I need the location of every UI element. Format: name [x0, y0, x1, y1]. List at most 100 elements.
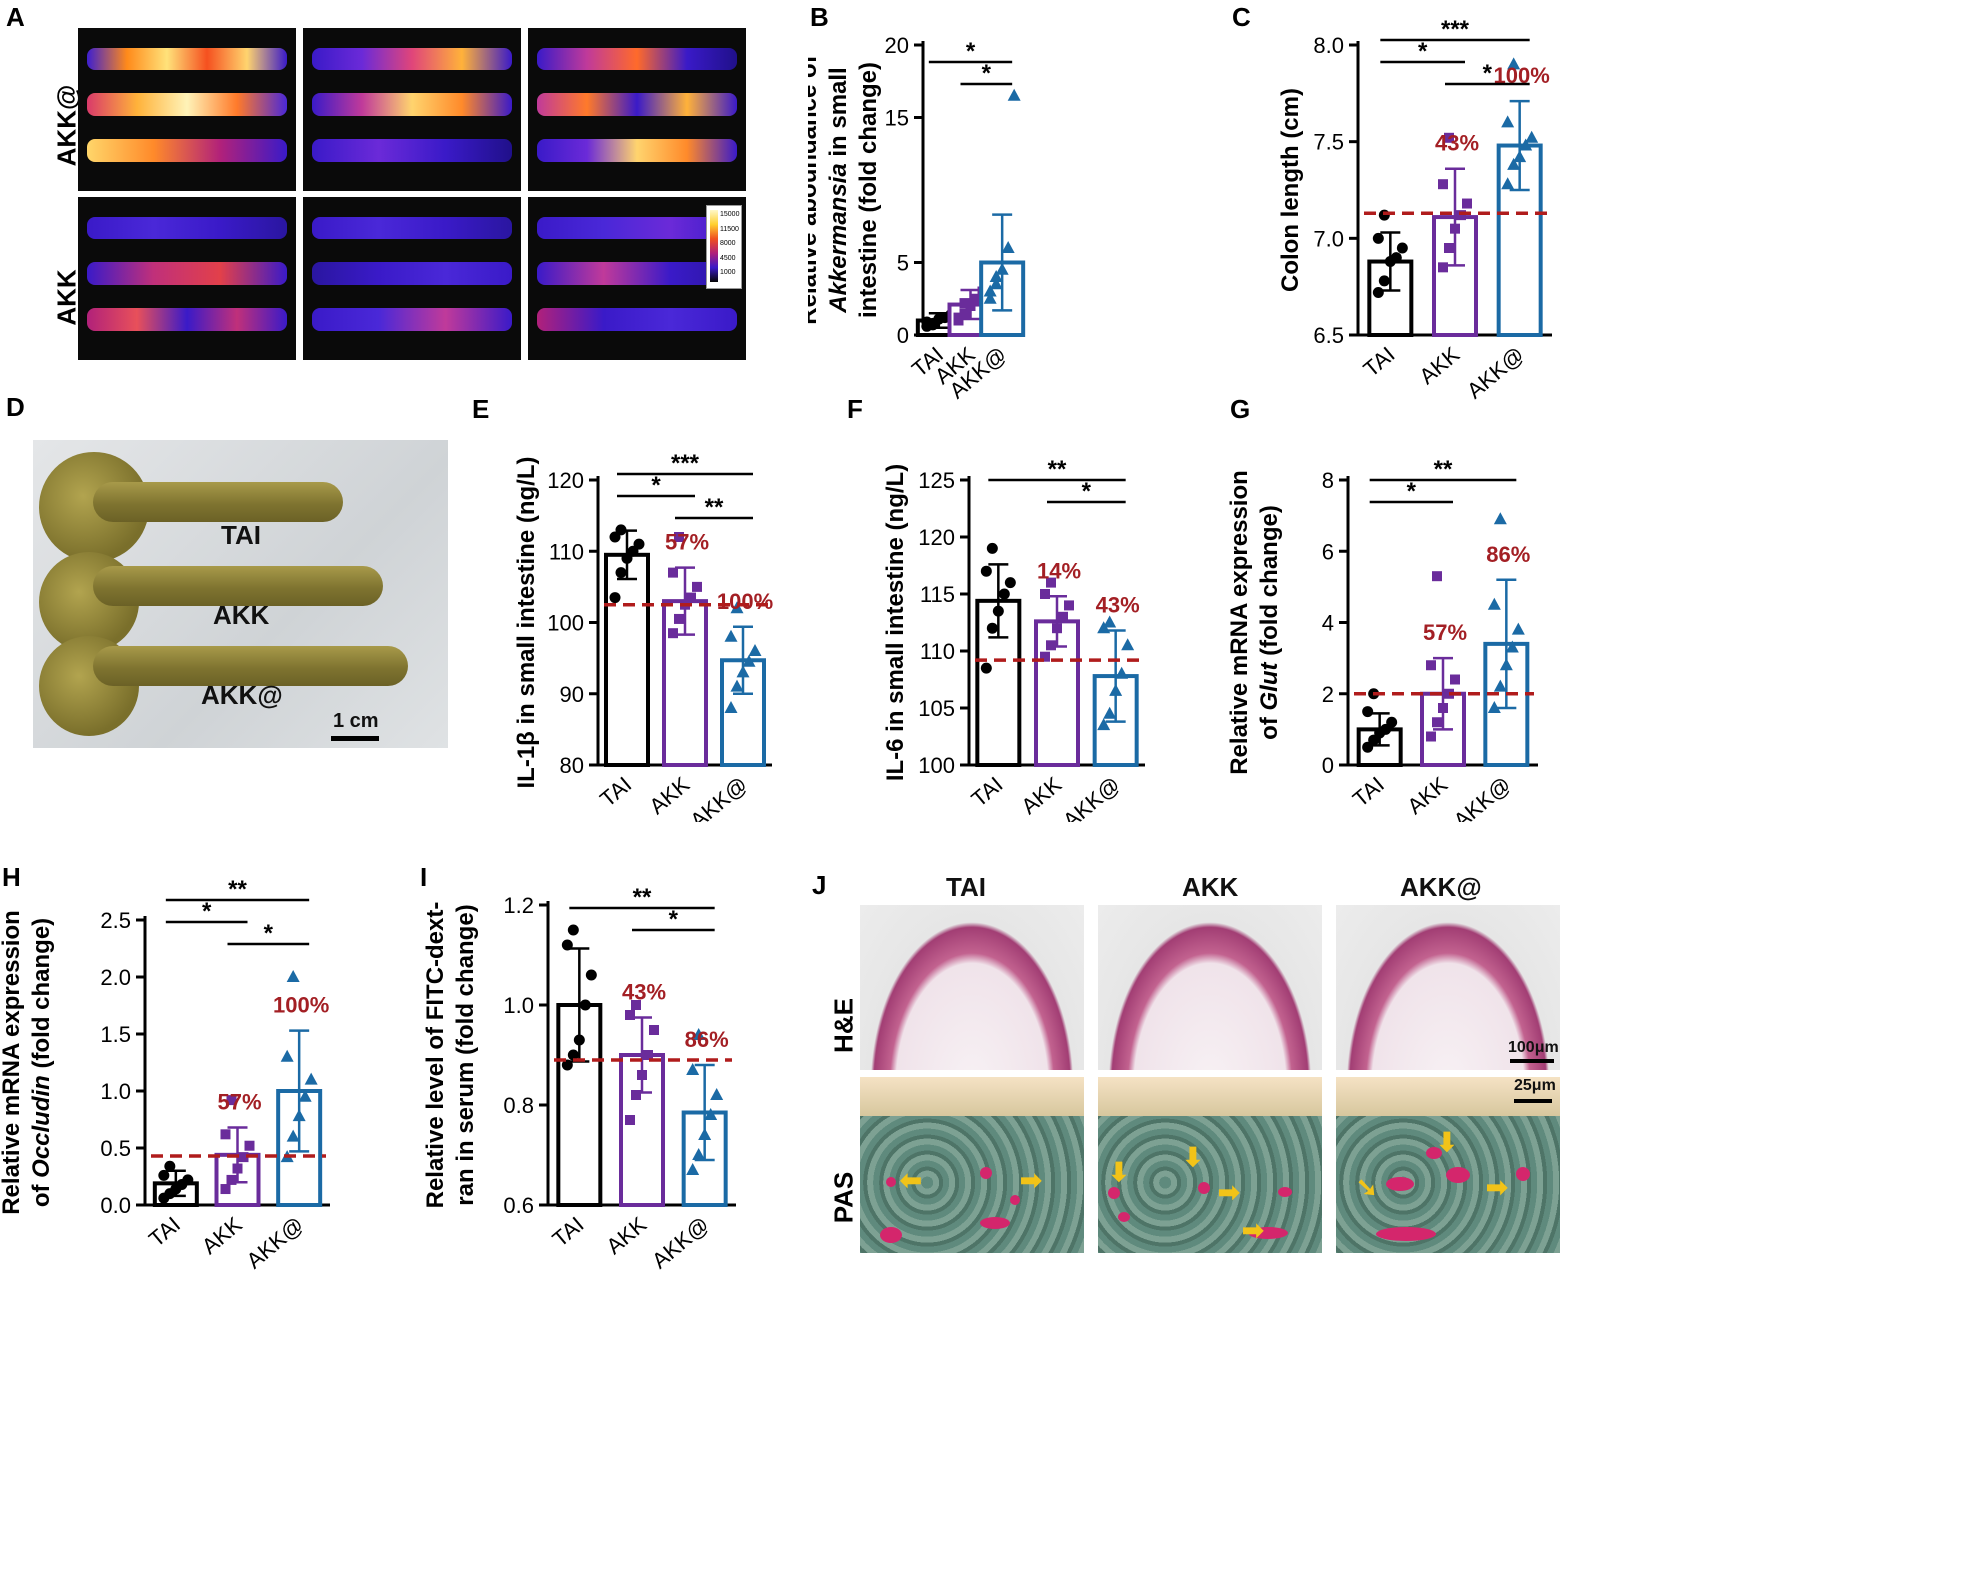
y-axis-label-segment: of [1256, 711, 1283, 740]
data-point [1001, 241, 1015, 253]
data-point [1103, 615, 1117, 628]
data-point [724, 629, 738, 642]
y-axis-label-segment: Colon length (cm) [1277, 88, 1304, 292]
percent-label: 86% [685, 1027, 729, 1052]
significance-label: * [1418, 38, 1428, 65]
y-axis-label-segment: Relative mRNA expression [1228, 470, 1253, 775]
chart-occludin-expression: H 0.0 0.5 1.0 1.5 2.0 2.5 Relative mRNA express… [0, 862, 330, 1273]
data-point [649, 1025, 659, 1035]
significance-label: * [651, 472, 661, 499]
colon-photo: TAI AKK AKK@ 1 cm [33, 440, 448, 748]
data-point [1040, 589, 1050, 599]
colorbar-tick: 11500 [720, 225, 739, 233]
data-point [232, 1163, 243, 1174]
data-point [1450, 223, 1460, 234]
bar [1092, 674, 1139, 767]
y-axis-label-segment: IL-6 in small intestine (ng/L) [882, 464, 909, 781]
data-point [983, 291, 997, 304]
y-tick-label: 0.0 [100, 1193, 131, 1218]
y-axis-label-segment: Occludin [28, 1075, 55, 1178]
he-image [860, 905, 1084, 1070]
data-point [953, 312, 964, 323]
data-point [615, 524, 627, 536]
y-tick-label: 0 [1322, 753, 1334, 778]
data-point [238, 1152, 249, 1163]
data-point [625, 1115, 635, 1125]
data-point [615, 567, 627, 579]
arrow-icon: ➡ [1486, 1172, 1508, 1202]
significance-label: * [982, 60, 992, 87]
significance-label: * [1407, 478, 1417, 505]
bar [604, 552, 650, 767]
data-point [226, 1095, 237, 1106]
data-point [686, 1063, 700, 1075]
histology-col-tai: TAI [946, 872, 986, 902]
arrow-icon: ⬇ [1182, 1142, 1204, 1172]
y-tick-label: 20 [885, 33, 909, 58]
y-axis-label-segment: IL-1β in small intestine (ng/L) [513, 456, 540, 788]
data-point [1438, 262, 1448, 273]
y-tick-label: 120 [547, 468, 584, 493]
data-point [965, 301, 976, 311]
y-tick-label: 120 [918, 525, 955, 550]
data-point [995, 262, 1009, 275]
data-point [1444, 243, 1454, 253]
data-point [980, 662, 992, 674]
data-point [1103, 706, 1117, 719]
data-point [959, 308, 970, 319]
data-point [304, 1072, 318, 1085]
y-axis-label: of Glut (fold change) [1256, 505, 1283, 740]
chart-glut-expression: G 0 2 4 6 8 Relative mRNA expression of Glut (f… [1228, 394, 1538, 822]
y-axis-label: Relative aboundance of [808, 54, 822, 324]
data-point [692, 1028, 706, 1040]
data-point [1507, 57, 1521, 70]
y-axis-label: of Occludin (fold change) [28, 918, 55, 1207]
data-point [1487, 597, 1501, 610]
y-tick-label: 2.5 [100, 908, 131, 933]
y-tick-label: 15 [885, 106, 909, 131]
fluorescence-image: 15000 11500 8000 4500 1000 [528, 197, 746, 360]
data-point [1097, 718, 1111, 731]
percent-label: 57% [217, 1089, 261, 1114]
y-tick-label: 100 [918, 753, 955, 778]
x-tick-label: TAI [1348, 772, 1389, 812]
y-axis-label-segment: Akkermansia [825, 163, 852, 313]
panel-letter: I [420, 862, 427, 892]
y-axis-label: Relative level of FITC-dext- [422, 902, 449, 1209]
y-tick-label: 1.5 [100, 1022, 131, 1047]
data-point [698, 1128, 712, 1140]
y-tick-label: 2 [1322, 682, 1334, 707]
data-point [959, 298, 970, 309]
data-point [1046, 577, 1056, 588]
y-axis-label-segment: Glut [1256, 662, 1283, 711]
he-scalebar-label: 100μm [1508, 1039, 1559, 1056]
y-axis-label-segment: (fold change) [28, 918, 55, 1075]
y-tick-label: 90 [560, 682, 584, 707]
x-tick-label: AKK [197, 1211, 247, 1259]
data-point [561, 1059, 573, 1071]
data-point [986, 622, 998, 634]
data-point [1511, 622, 1525, 635]
arrow-icon: ➡ [1242, 1215, 1264, 1245]
panel-d-letter: D [6, 392, 25, 422]
y-axis-label: intestine (fold change) [855, 62, 882, 318]
data-point [1386, 716, 1398, 728]
data-point [1505, 640, 1519, 653]
x-tick-label: AKK [601, 1211, 651, 1259]
data-point [927, 319, 939, 331]
y-tick-label: 5 [897, 251, 909, 276]
data-point [1007, 88, 1021, 101]
chart-relative-akkermansia-abundance: B 0 5 15 20 Relative aboundance ofAkkermansia… [808, 2, 1026, 403]
data-point [998, 588, 1010, 600]
data-point [637, 1070, 647, 1080]
data-point [567, 924, 579, 936]
data-point [1493, 512, 1507, 525]
he-image: 100μm [1336, 905, 1560, 1070]
data-point [182, 1174, 194, 1186]
y-axis-label: Relative mRNA expression [1228, 470, 1253, 775]
significance-label: * [966, 38, 976, 65]
data-point [692, 1148, 706, 1160]
data-point [298, 1089, 312, 1102]
data-point [1362, 706, 1374, 718]
